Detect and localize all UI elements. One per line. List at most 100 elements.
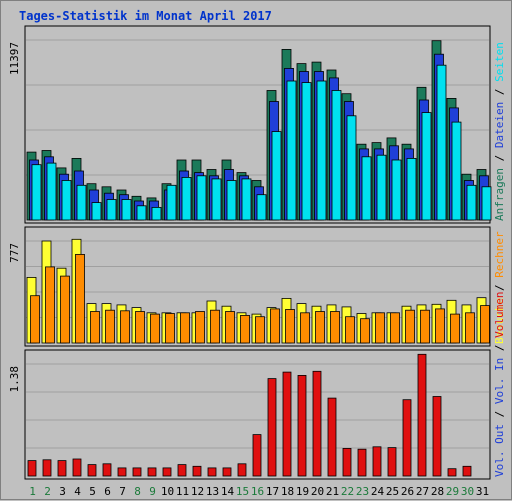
bar-rechner-day-1 — [30, 295, 40, 344]
bar-rechner-day-21 — [330, 311, 340, 344]
day-label-20: 20 — [311, 485, 324, 498]
chart-title: Tages-Statistik im Monat April 2017 — [19, 9, 272, 23]
bar-rechner-day-20 — [315, 311, 325, 344]
bar-volumen-day-15 — [237, 463, 247, 477]
day-label-30: 30 — [461, 485, 474, 498]
bar-volumen-day-5 — [87, 464, 97, 477]
bar-rechner-day-4 — [75, 253, 85, 344]
day-label-25: 25 — [386, 485, 399, 498]
bar-seiten-day-24 — [376, 154, 387, 221]
bar-seiten-day-5 — [91, 202, 102, 221]
legend-item-anfragen: Anfragen — [493, 168, 506, 221]
bar-volumen-day-8 — [132, 467, 142, 477]
day-label-22: 22 — [341, 485, 354, 498]
bar-seiten-day-29 — [451, 121, 462, 221]
day-label-21: 21 — [326, 485, 339, 498]
bar-seiten-day-10 — [166, 184, 177, 221]
bar-seiten-day-25 — [391, 159, 402, 221]
bar-volumen-day-9 — [147, 467, 157, 477]
day-label-8: 8 — [134, 485, 141, 498]
bar-volumen-day-16 — [252, 434, 262, 477]
y-max-label: 11397 — [8, 42, 21, 75]
panel-1: 11397 — [8, 25, 492, 224]
day-label-23: 23 — [356, 485, 369, 498]
legend-item-volumen: Volumen — [493, 292, 506, 338]
bar-seiten-day-7 — [121, 199, 132, 221]
bar-volumen-day-2 — [42, 459, 52, 477]
bar-volumen-day-14 — [222, 467, 232, 477]
day-label-31: 31 — [476, 485, 489, 498]
y-max-label: 1.38 — [8, 366, 21, 393]
bar-seiten-day-23 — [361, 156, 372, 221]
bar-rechner-day-25 — [390, 312, 400, 344]
day-label-26: 26 — [401, 485, 414, 498]
legend-panel-2: Besuche / Rechner — [493, 231, 506, 344]
legend: Anfragen / Dateien / Seiten Besuche / Rec… — [493, 42, 506, 477]
bar-volumen-day-3 — [57, 460, 67, 477]
bar-seiten-day-19 — [301, 82, 312, 221]
bar-volumen-day-7 — [117, 467, 127, 477]
day-label-24: 24 — [371, 485, 385, 498]
legend-panel-3: Vol. Out / Vol. In / Volumen — [493, 292, 506, 477]
day-label-29: 29 — [446, 485, 459, 498]
day-label-5: 5 — [89, 485, 96, 498]
bar-seiten-day-27 — [421, 112, 432, 221]
y-max-label: 777 — [8, 243, 21, 263]
day-label-19: 19 — [296, 485, 309, 498]
bar-seiten-day-9 — [151, 206, 162, 221]
bar-rechner-day-24 — [375, 312, 385, 344]
panel-2: 777 — [8, 226, 491, 347]
bar-rechner-day-17 — [270, 308, 280, 344]
bar-seiten-day-12 — [196, 175, 207, 221]
day-label-27: 27 — [416, 485, 429, 498]
day-label-11: 11 — [176, 485, 189, 498]
bar-seiten-day-15 — [241, 178, 252, 221]
bar-rechner-day-31 — [480, 305, 490, 344]
legend-panel-1: Anfragen / Dateien / Seiten — [493, 42, 506, 221]
legend-item-seiten: Seiten — [493, 42, 506, 82]
legend-separator: / — [493, 148, 506, 168]
bar-seiten-day-22 — [346, 115, 357, 221]
bar-rechner-day-26 — [405, 309, 415, 344]
bar-rechner-day-19 — [300, 312, 310, 344]
bar-rechner-day-7 — [120, 310, 130, 344]
bar-volumen-day-28 — [432, 396, 442, 477]
day-label-18: 18 — [281, 485, 294, 498]
day-label-14: 14 — [221, 485, 235, 498]
day-label-9: 9 — [149, 485, 156, 498]
bar-volumen-day-26 — [402, 399, 412, 477]
bar-seiten-day-28 — [436, 64, 447, 221]
bar-rechner-day-22 — [345, 316, 355, 344]
bar-volumen-day-10 — [162, 467, 172, 477]
bar-volumen-day-19 — [297, 374, 307, 477]
day-label-4: 4 — [74, 485, 81, 498]
bar-rechner-day-18 — [285, 309, 295, 344]
bar-seiten-day-1 — [31, 164, 42, 221]
bar-seiten-day-11 — [181, 176, 192, 221]
day-label-28: 28 — [431, 485, 444, 498]
bar-seiten-day-21 — [331, 90, 342, 221]
legend-separator: / — [493, 82, 506, 102]
day-label-1: 1 — [29, 485, 36, 498]
bar-rechner-day-29 — [450, 313, 460, 344]
bar-volumen-day-29 — [447, 468, 457, 477]
bar-rechner-day-5 — [90, 311, 100, 344]
bar-seiten-day-26 — [406, 157, 417, 221]
legend-item-vol-in: Vol. In — [493, 358, 506, 404]
legend-separator: / — [493, 278, 506, 298]
bar-seiten-day-2 — [46, 162, 57, 221]
bar-volumen-day-6 — [102, 463, 112, 477]
bar-seiten-day-16 — [256, 194, 267, 221]
bar-seiten-day-13 — [211, 178, 222, 221]
bar-volumen-day-27 — [417, 353, 427, 477]
day-label-6: 6 — [104, 485, 111, 498]
bar-rechner-day-10 — [165, 313, 175, 344]
day-label-16: 16 — [251, 485, 264, 498]
bar-rechner-day-13 — [210, 309, 220, 344]
day-label-3: 3 — [59, 485, 66, 498]
bar-rechner-day-15 — [240, 314, 250, 344]
bar-rechner-day-8 — [135, 311, 145, 344]
bar-volumen-day-24 — [372, 446, 382, 477]
day-label-17: 17 — [266, 485, 279, 498]
series-rechner — [30, 253, 490, 344]
